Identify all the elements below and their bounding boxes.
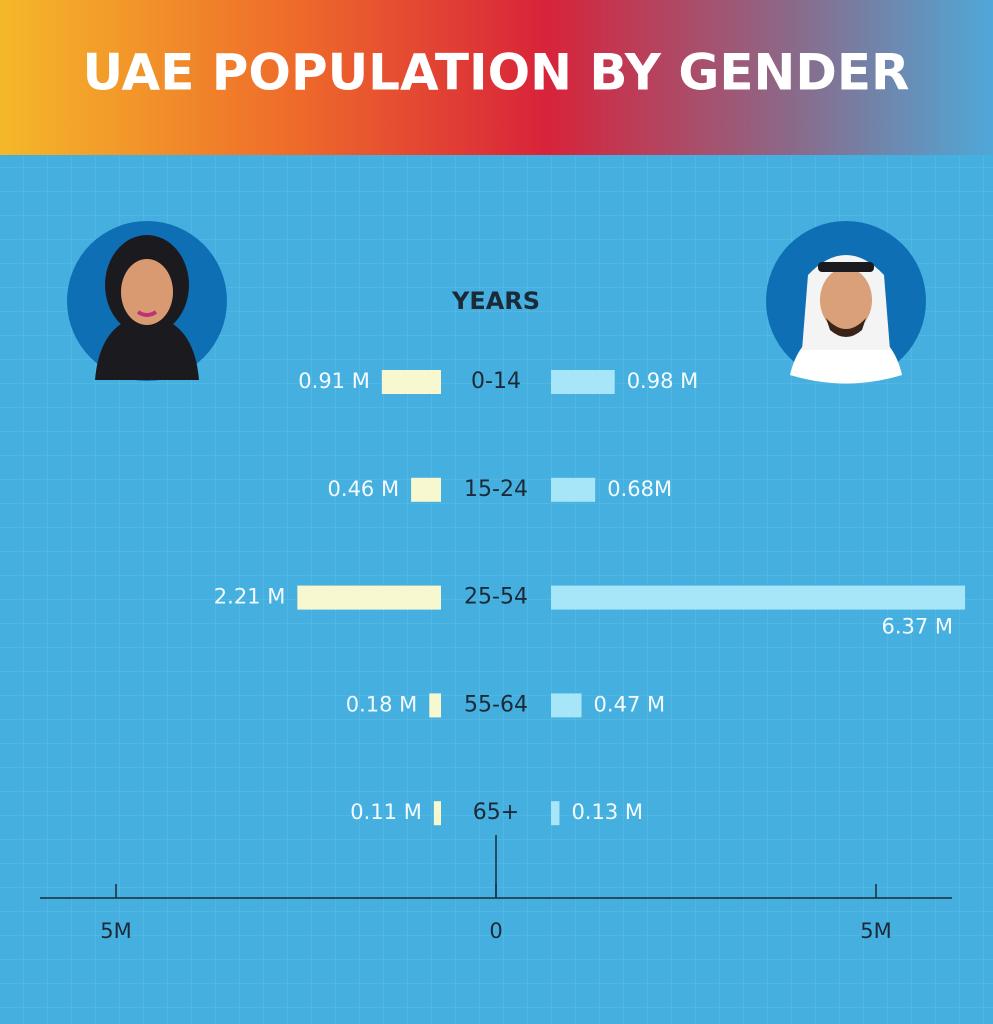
value-label: 6.37 M [881, 615, 953, 639]
bar [433, 801, 441, 826]
value-label: 0.18 M [346, 692, 418, 716]
category-label: 65+ [473, 800, 519, 825]
x-tick-label: 5M [860, 919, 891, 943]
female-avatar [67, 221, 227, 381]
value-label: 0.68M [607, 477, 672, 501]
bar [551, 693, 582, 718]
x-tick-label: 5M [100, 919, 131, 943]
chart-title: UAE POPULATION BY GENDER [82, 44, 909, 102]
value-label: 0.11 M [350, 800, 422, 824]
value-label: 0.47 M [594, 692, 666, 716]
category-axis-label: YEARS [451, 287, 540, 315]
bar [551, 585, 966, 610]
bar [381, 370, 441, 394]
male-avatar [766, 221, 926, 384]
category-label: 25-54 [464, 585, 528, 610]
value-label: 2.21 M [214, 585, 286, 609]
bar [551, 801, 560, 826]
category-label: 55-64 [464, 692, 528, 717]
category-label: 0-14 [471, 369, 521, 394]
value-label: 0.46 M [328, 477, 400, 501]
value-label: 0.98 M [627, 369, 699, 393]
value-label: 0.13 M [571, 800, 643, 824]
title-banner [0, 0, 993, 155]
bar [429, 693, 441, 718]
category-label: 15-24 [464, 477, 528, 502]
bar [551, 477, 596, 502]
bar [551, 370, 615, 394]
x-tick-label: 0 [489, 919, 502, 943]
value-label: 0.91 M [298, 369, 370, 393]
bar [411, 477, 441, 502]
bar [297, 585, 441, 610]
